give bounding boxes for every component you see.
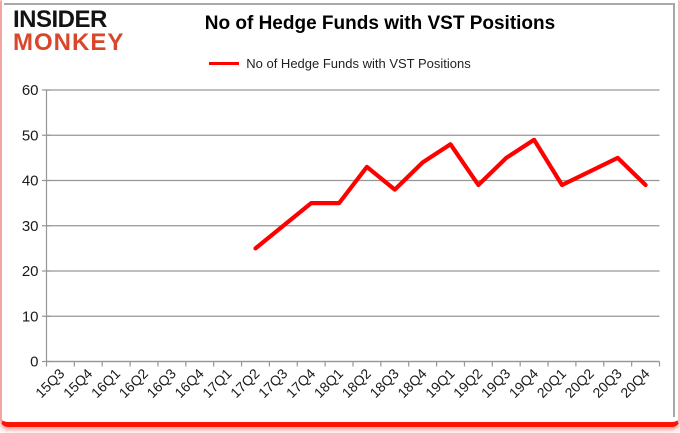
y-tick-label: 10 xyxy=(22,308,39,325)
x-tick-label: 18Q1 xyxy=(311,365,347,401)
insider-monkey-logo: INSIDER MONKEY xyxy=(13,6,125,56)
logo-insider-text: INSIDER xyxy=(13,6,107,33)
y-tick-label: 60 xyxy=(22,82,39,99)
x-tick-label: 16Q1 xyxy=(88,365,124,401)
chart-inner-frame xyxy=(4,3,675,417)
x-tick-label: 19Q3 xyxy=(478,365,514,401)
legend-line-swatch xyxy=(209,62,240,65)
chart-title: No of Hedge Funds with VST Positions xyxy=(204,13,556,34)
y-tick-label: 0 xyxy=(30,354,38,371)
x-tick-label: 18Q2 xyxy=(339,365,375,401)
series-line xyxy=(253,137,648,251)
x-tick-label: 18Q4 xyxy=(394,365,430,401)
x-tick-label: 17Q4 xyxy=(283,365,319,401)
y-tick-label: 50 xyxy=(22,127,39,144)
x-tick-label: 20Q1 xyxy=(534,365,570,401)
x-tick-label: 20Q4 xyxy=(617,365,653,401)
y-tick-label: 40 xyxy=(22,173,39,190)
y-tick-label: 20 xyxy=(22,263,39,280)
x-tick-label: 17Q2 xyxy=(227,365,263,401)
x-tick-label: 17Q3 xyxy=(255,365,291,401)
legend-label: No of Hedge Funds with VST Positions xyxy=(246,56,471,71)
x-tick-label: 20Q2 xyxy=(561,365,597,401)
chart-legend: No of Hedge Funds with VST Positions xyxy=(0,56,680,71)
x-tick-label: 19Q2 xyxy=(450,365,486,401)
logo-monkey-text: MONKEY xyxy=(13,28,125,56)
x-tick-label: 15Q3 xyxy=(32,365,68,401)
x-tick-label: 15Q4 xyxy=(60,365,96,401)
x-tick-label: 16Q3 xyxy=(143,365,179,401)
x-tick-label: 17Q1 xyxy=(199,365,235,401)
x-tick-label: 16Q4 xyxy=(171,365,207,401)
x-tick-label: 19Q4 xyxy=(506,365,542,401)
x-tick-label: 19Q1 xyxy=(422,365,458,401)
x-tick-label: 18Q3 xyxy=(366,365,402,401)
x-tick-label: 16Q2 xyxy=(116,365,152,401)
y-tick-label: 30 xyxy=(22,218,39,235)
x-tick-label: 20Q3 xyxy=(589,365,625,401)
